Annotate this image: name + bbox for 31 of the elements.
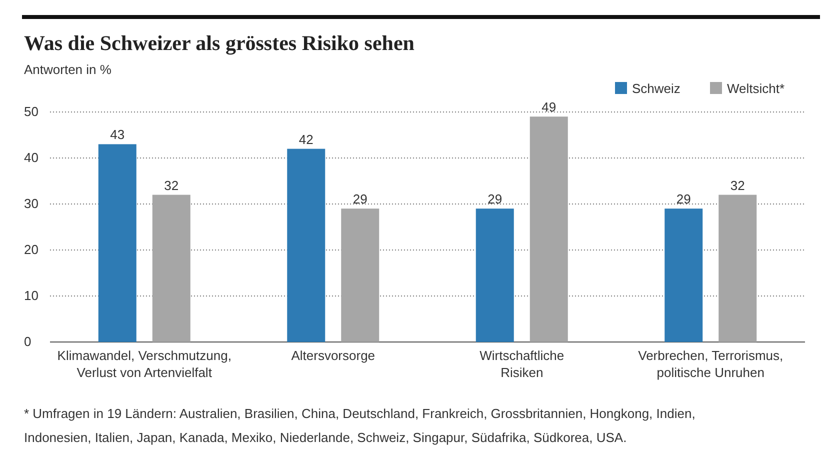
y-tick-label: 50 [24, 104, 38, 119]
x-tick-label: Klimawandel, Verschmutzung, Verlust von Artenvielfalt [57, 348, 232, 380]
data-label: 32 [730, 178, 745, 193]
x-tick-label: Altersvorsorge [291, 348, 376, 363]
bar [718, 194, 757, 342]
y-tick-label: 0 [24, 334, 32, 349]
bar [341, 208, 380, 342]
bar [152, 194, 190, 342]
chart-title: Was die Schweizer als grösstes Risiko sehen [24, 31, 415, 55]
x-tick-label: Wirtschaftliche Risiken [480, 348, 564, 380]
data-label: 42 [298, 132, 314, 147]
y-tick-label: 10 [24, 288, 38, 303]
data-label: 29 [352, 192, 368, 207]
y-tick-label: 30 [24, 196, 38, 211]
data-label: 49 [542, 100, 556, 115]
bar [664, 208, 703, 342]
y-tick-label: 40 [24, 150, 38, 165]
data-label: 32 [164, 178, 179, 193]
bar [530, 116, 568, 342]
y-axis-title: Antworten in % [24, 62, 112, 77]
data-label: 43 [110, 127, 125, 142]
data-label: 29 [676, 192, 691, 207]
bar [476, 208, 514, 342]
legend-label: Weltsicht* [727, 81, 785, 96]
text: * Umfragen in 19 Ländern: Australien, Brasilien, China, Deutschland, Frankreich, Grossbritannien, Hongkong, Indien, Indonesien, Italien, Japan, Kanada, Mexiko, Niederlande, Schweiz, Singapur, Südafrika, Südkorea, USA. [24, 406, 696, 445]
legend-label: Schweiz [632, 81, 680, 96]
y-tick-label: 20 [24, 242, 38, 257]
x-tick-label: Verbrechen, Terrorismus, politische Unruhen [638, 348, 784, 380]
bar [98, 144, 136, 342]
bar [287, 148, 326, 342]
data-label: 29 [488, 192, 502, 207]
